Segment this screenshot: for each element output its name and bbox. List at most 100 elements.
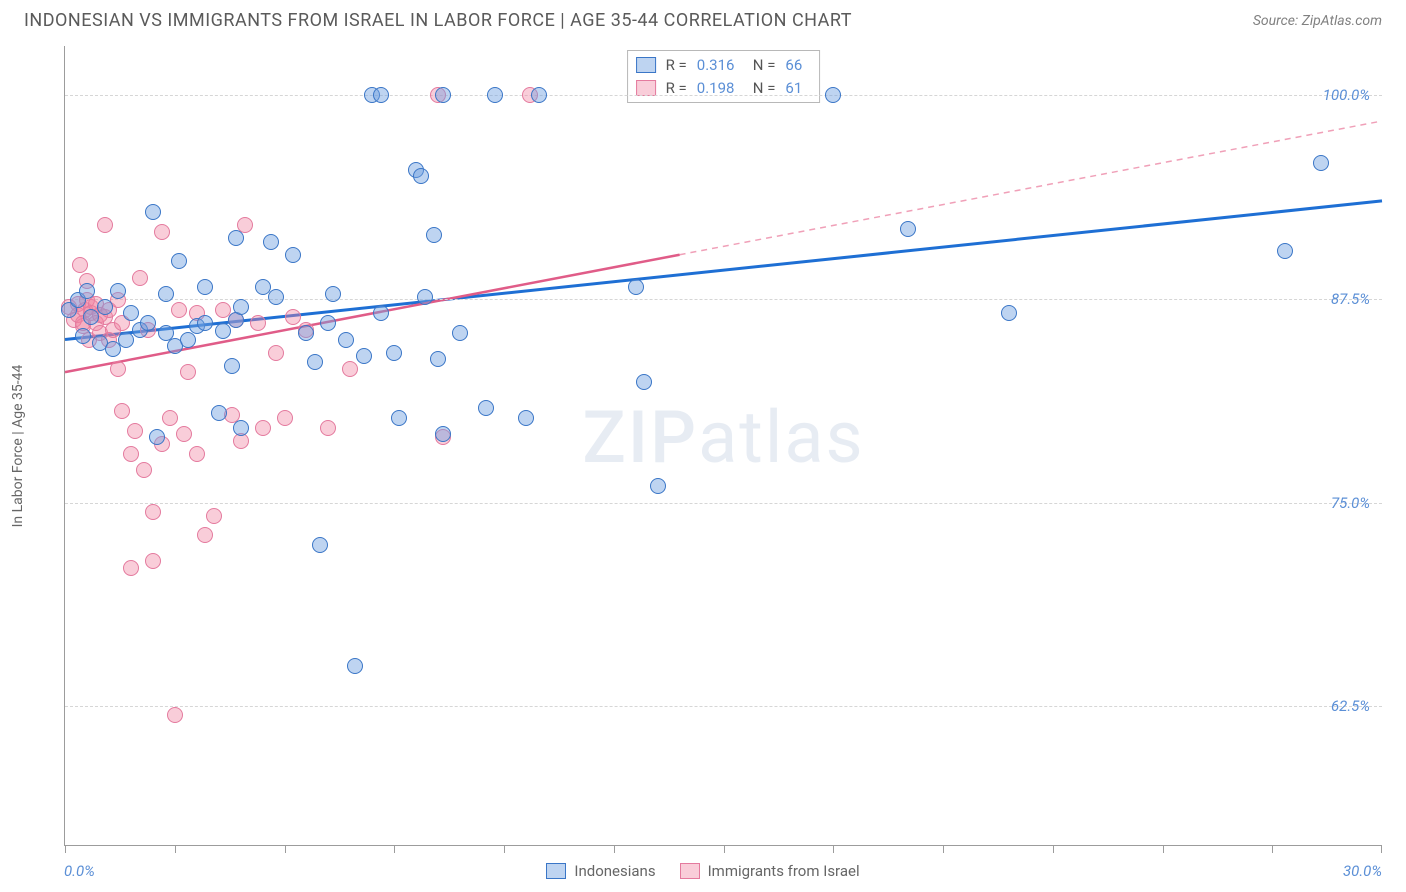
scatter-point-pink — [206, 508, 222, 524]
scatter-point-blue — [391, 410, 407, 426]
scatter-point-blue — [628, 279, 644, 295]
scatter-point-blue — [320, 315, 336, 331]
scatter-point-pink — [167, 707, 183, 723]
scatter-point-blue — [233, 420, 249, 436]
scatter-point-blue — [75, 328, 91, 344]
scatter-point-blue — [518, 410, 534, 426]
legend-label: Indonesians — [574, 862, 655, 880]
scatter-point-blue — [487, 87, 503, 103]
scatter-point-blue — [900, 221, 916, 237]
scatter-point-pink — [180, 364, 196, 380]
scatter-point-blue — [386, 345, 402, 361]
gridline — [65, 706, 1382, 707]
x-tick — [65, 845, 66, 853]
scatter-point-blue — [435, 426, 451, 442]
legend-row: R =0.316N =66 — [636, 54, 808, 77]
gridline — [65, 503, 1382, 504]
scatter-point-pink — [110, 361, 126, 377]
scatter-point-blue — [531, 87, 547, 103]
scatter-point-blue — [478, 400, 494, 416]
chart-title: INDONESIAN VS IMMIGRANTS FROM ISRAEL IN … — [24, 10, 852, 31]
x-tick — [614, 845, 615, 853]
scatter-point-pink — [127, 423, 143, 439]
watermark: ZIPatlas — [582, 395, 864, 480]
scatter-point-blue — [435, 87, 451, 103]
scatter-point-pink — [145, 553, 161, 569]
scatter-point-blue — [268, 289, 284, 305]
scatter-point-blue — [312, 537, 328, 553]
scatter-point-pink — [154, 224, 170, 240]
scatter-point-blue — [197, 279, 213, 295]
scatter-point-blue — [263, 234, 279, 250]
scatter-point-pink — [97, 217, 113, 233]
legend-swatch — [636, 57, 656, 73]
scatter-point-pink — [342, 361, 358, 377]
x-tick — [394, 845, 395, 853]
legend-item: Immigrants from Israel — [680, 862, 860, 880]
scatter-point-blue — [123, 305, 139, 321]
scatter-point-pink — [123, 560, 139, 576]
scatter-point-blue — [228, 230, 244, 246]
x-tick — [285, 845, 286, 853]
x-tick — [724, 845, 725, 853]
scatter-point-blue — [373, 87, 389, 103]
gridline — [65, 299, 1382, 300]
legend-item: Indonesians — [546, 862, 655, 880]
scatter-point-blue — [307, 354, 323, 370]
x-tick — [504, 845, 505, 853]
x-tick — [943, 845, 944, 853]
plot-region: ZIPatlas R =0.316N =66R =0.198N =61 62.5… — [64, 46, 1382, 846]
scatter-point-blue — [1313, 155, 1329, 171]
scatter-point-blue — [211, 405, 227, 421]
scatter-point-blue — [298, 325, 314, 341]
scatter-point-blue — [325, 286, 341, 302]
scatter-point-blue — [373, 305, 389, 321]
scatter-point-blue — [171, 253, 187, 269]
scatter-point-pink — [277, 410, 293, 426]
scatter-point-pink — [268, 345, 284, 361]
scatter-point-blue — [140, 315, 156, 331]
scatter-point-blue — [347, 658, 363, 674]
x-tick — [1163, 845, 1164, 853]
scatter-point-blue — [97, 299, 113, 315]
scatter-point-blue — [224, 358, 240, 374]
scatter-point-pink — [255, 420, 271, 436]
scatter-point-pink — [176, 426, 192, 442]
x-tick — [1272, 845, 1273, 853]
scatter-point-blue — [417, 289, 433, 305]
x-tick — [175, 845, 176, 853]
scatter-point-blue — [79, 283, 95, 299]
scatter-point-blue — [1001, 305, 1017, 321]
scatter-point-blue — [338, 332, 354, 348]
scatter-point-blue — [413, 168, 429, 184]
legend-swatch — [636, 80, 656, 96]
scatter-point-pink — [250, 315, 266, 331]
scatter-point-blue — [650, 478, 666, 494]
scatter-point-blue — [1277, 243, 1293, 259]
y-tick-label: 62.5% — [1331, 697, 1370, 715]
legend-swatch — [546, 863, 566, 879]
scatter-point-blue — [158, 286, 174, 302]
x-tick — [833, 845, 834, 853]
scatter-point-blue — [430, 351, 446, 367]
scatter-point-blue — [636, 374, 652, 390]
scatter-point-pink — [132, 270, 148, 286]
scatter-point-blue — [149, 429, 165, 445]
y-tick-label: 75.0% — [1331, 494, 1370, 512]
scatter-point-blue — [110, 283, 126, 299]
chart-source: Source: ZipAtlas.com — [1253, 13, 1382, 29]
scatter-point-pink — [136, 462, 152, 478]
y-tick-label: 87.5% — [1331, 290, 1370, 308]
scatter-point-blue — [825, 87, 841, 103]
chart-area: In Labor Force | Age 35-44 ZIPatlas R =0… — [24, 46, 1382, 846]
chart-header: INDONESIAN VS IMMIGRANTS FROM ISRAEL IN … — [0, 0, 1406, 37]
series-legend: Indonesians Immigrants from Israel — [0, 862, 1406, 880]
y-tick-label: 100.0% — [1323, 86, 1370, 104]
scatter-point-pink — [197, 527, 213, 543]
scatter-point-pink — [171, 302, 187, 318]
scatter-point-pink — [145, 504, 161, 520]
scatter-point-pink — [123, 446, 139, 462]
scatter-point-blue — [452, 325, 468, 341]
x-tick — [1381, 845, 1382, 853]
legend-label: Immigrants from Israel — [708, 862, 860, 880]
